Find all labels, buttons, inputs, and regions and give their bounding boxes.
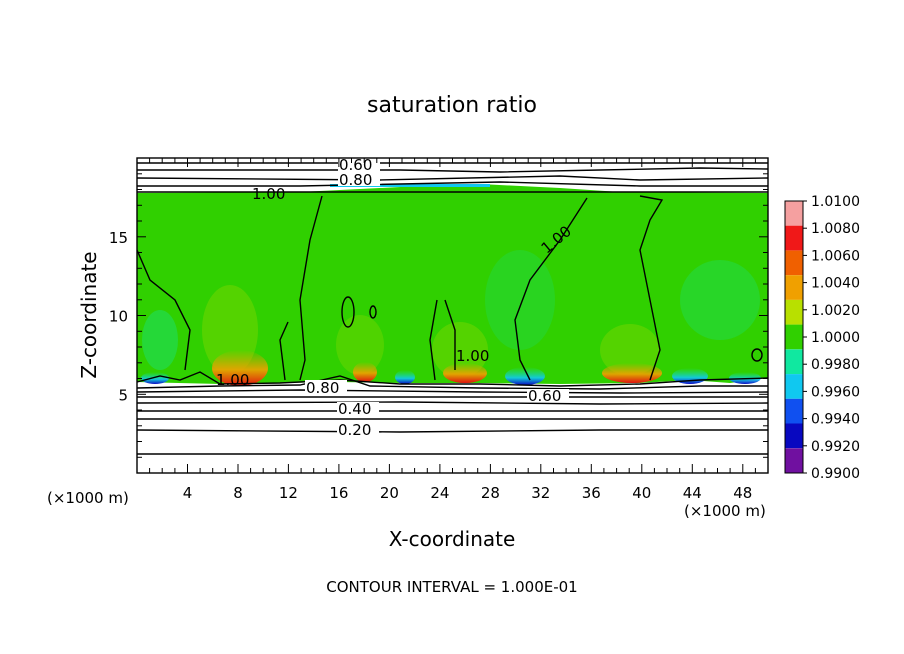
contour-line: [136, 389, 769, 394]
colorbar-swatch: [785, 225, 803, 251]
x-tick-label: 20: [380, 484, 399, 502]
colorbar-label: 1.0060: [811, 248, 860, 264]
cyan-patch: [485, 250, 555, 350]
colorbar-label: 0.9980: [811, 357, 860, 373]
contour-label: 0.20: [338, 421, 371, 439]
y-tick-label: 5: [118, 386, 128, 404]
y-axis-label: Z-coordinate: [77, 251, 101, 378]
colorbar-label: 1.0040: [811, 276, 860, 292]
hot-spot: [602, 363, 662, 383]
x-tick-label: 24: [430, 484, 449, 502]
contour-line: [444, 299, 456, 370]
x-tick-label: 44: [683, 484, 702, 502]
heatmap-field: [137, 158, 768, 473]
x-tick-label: 40: [632, 484, 651, 502]
colorbar-label: 0.9920: [811, 439, 860, 455]
contour-label: 0.80: [306, 379, 339, 397]
yellow-patch: [600, 324, 660, 376]
contour-line: [341, 296, 355, 328]
contour-line: [369, 305, 377, 319]
contour-line: [429, 299, 438, 381]
contour-line: [136, 375, 768, 390]
contour-interval-note: CONTOUR INTERVAL = 1.000E-01: [326, 578, 577, 596]
contour-label: 1.00: [216, 371, 249, 389]
x-axis-label: X-coordinate: [389, 527, 516, 551]
contour-line: [136, 175, 769, 181]
contour-label: 1.00: [252, 185, 285, 203]
x-unit-right: (×1000 m): [684, 502, 766, 520]
hot-spot: [443, 363, 487, 383]
x-unit-left: (×1000 m): [47, 489, 129, 507]
x-tick-label: 36: [582, 484, 601, 502]
x-axis-ticks: 4 8 12 16 20 24 28 32 36 40 44 48: [149, 158, 756, 502]
contour-line: [137, 181, 768, 187]
x-tick-label: 8: [233, 484, 243, 502]
cloud-top-band: [330, 184, 490, 187]
cold-spot: [505, 367, 545, 385]
colorbar-swatch: [785, 398, 803, 424]
contour-line: [514, 197, 588, 381]
colorbar-swatch: [785, 250, 803, 276]
colorbar-swatch: [785, 423, 803, 449]
contour-line: [751, 348, 763, 362]
contour-labels: 0.60 0.80 1.00 1.00 1.00 1.00 0.80 0.60 …: [216, 156, 575, 439]
contour-line: [136, 429, 768, 433]
contour-line: [279, 321, 289, 381]
yellow-patch: [336, 315, 384, 375]
saturated-region: [137, 184, 768, 384]
colorbar-label: 0.9900: [811, 466, 860, 482]
contour-line: [639, 195, 664, 381]
x-tick-label: 48: [733, 484, 752, 502]
colorbar-swatch: [785, 448, 803, 473]
colorbar-label: 1.0000: [811, 330, 860, 346]
colorbar-swatch: [785, 374, 803, 399]
colorbar-swatch: [785, 299, 803, 325]
y-axis-ticks: 5 10 15: [109, 173, 768, 458]
x-tick-label: 16: [329, 484, 348, 502]
colorbar: 1.0100 1.0080 1.0060 1.0040 1.0020 1.0000 0.99…: [784, 194, 860, 482]
contour-line: [136, 249, 191, 371]
contour-line: [136, 401, 769, 405]
x-tick-label: 28: [481, 484, 500, 502]
contour-line: [299, 195, 323, 381]
colorbar-swatch: [785, 275, 803, 300]
y-tick-label: 15: [109, 229, 128, 247]
y-tick-label: 10: [109, 308, 128, 326]
colorbar-swatch: [785, 324, 803, 350]
cyan-patch: [142, 310, 178, 370]
contour-label: 0.60: [528, 387, 561, 405]
colorbar-label: 0.9940: [811, 412, 860, 428]
colorbar-swatch: [785, 349, 803, 375]
x-tick-label: 12: [279, 484, 298, 502]
x-tick-label: 32: [531, 484, 550, 502]
hot-spot: [212, 350, 268, 386]
colorbar-label: 1.0020: [811, 303, 860, 319]
colorbar-label: 1.0080: [811, 221, 860, 237]
cyan-patch: [680, 260, 760, 340]
contour-label: 0.80: [339, 171, 372, 189]
colorbar-label: 0.9960: [811, 384, 860, 400]
chart-title: saturation ratio: [367, 93, 537, 118]
hot-spot: [353, 362, 377, 382]
contour-label: 1.00: [456, 347, 489, 365]
cold-spot: [395, 370, 415, 384]
colorbar-label: 1.0100: [811, 194, 860, 210]
contour-label: 0.40: [338, 400, 371, 418]
x-tick-label: 4: [183, 484, 193, 502]
colorbar-swatch: [785, 201, 803, 226]
